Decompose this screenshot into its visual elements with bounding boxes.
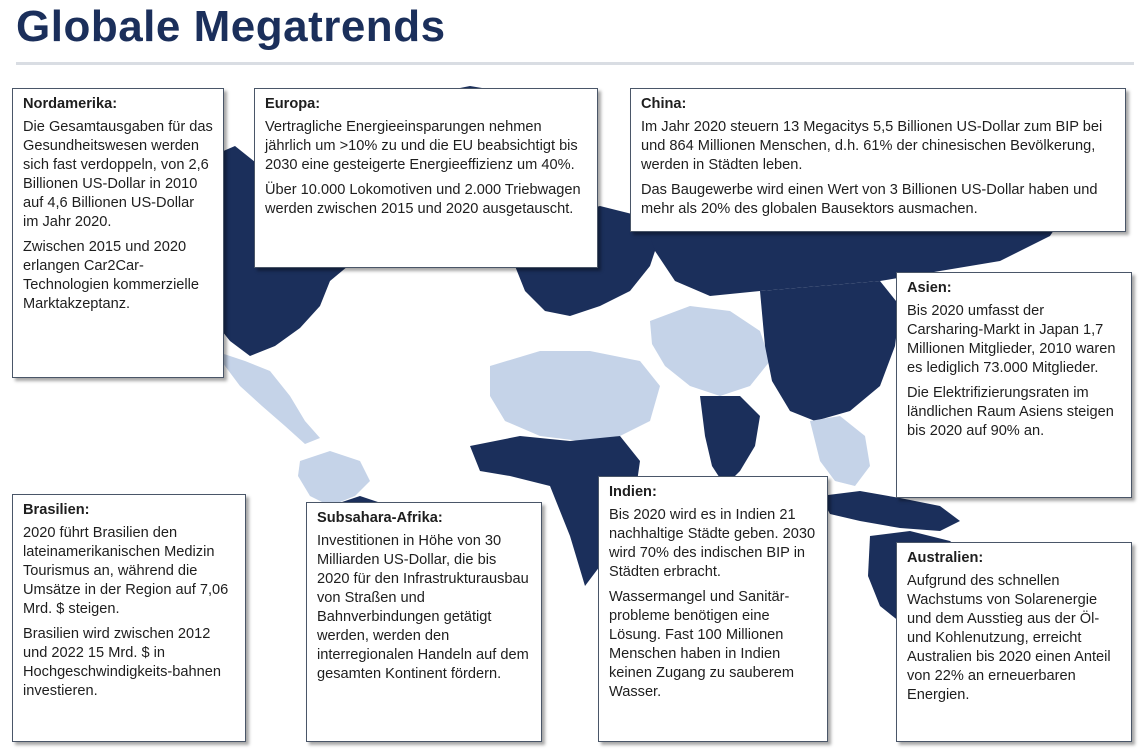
card-heading: Brasilien: xyxy=(23,502,90,518)
southeast-asia-light xyxy=(810,416,870,486)
card-europa: Europa: Vertragliche Energieeinsparungen… xyxy=(254,88,598,268)
card-heading: Indien: xyxy=(609,484,657,500)
card-nordamerika: Nordamerika: Die Gesamtausgaben für das … xyxy=(12,88,224,378)
card-brasilien: Brasilien: 2020 führt Brasilien den late… xyxy=(12,494,246,742)
card-australien: Australien: Aufgrund des schnellen Wachs… xyxy=(896,542,1132,742)
card-text: Aufgrund des schnellen Wachstums von Sol… xyxy=(907,573,1111,703)
title-divider xyxy=(16,62,1134,65)
card-text: Investitionen in Höhe von 30 Milliarden … xyxy=(317,533,529,682)
card-text: Im Jahr 2020 steuern 13 Megacitys 5,5 Bi… xyxy=(641,119,1103,173)
card-text: Wassermangel und Sanitär-probleme benöti… xyxy=(609,589,794,700)
central-america-shape xyxy=(215,351,320,444)
north-africa-light xyxy=(490,351,660,441)
africa-shape xyxy=(470,436,640,586)
card-heading: Asien: xyxy=(907,280,952,296)
card-text: Über 10.000 Lokomotiven und 2.000 Triebw… xyxy=(265,182,581,217)
card-text: Die Gesamtausgaben für das Gesundheitswe… xyxy=(23,119,213,230)
card-asien: Asien: Bis 2020 umfasst der Carsharing-M… xyxy=(896,272,1132,498)
card-text: 2020 führt Brasilien den lateinamerikani… xyxy=(23,525,229,617)
south-america-light xyxy=(298,451,370,506)
card-indien: Indien: Bis 2020 wird es in Indien 21 na… xyxy=(598,476,828,742)
india-shape xyxy=(700,396,760,486)
china-shape xyxy=(760,281,900,421)
central-asia-light xyxy=(650,306,770,396)
card-text: Bis 2020 umfasst der Carsharing-Markt in… xyxy=(907,303,1116,376)
card-china: China: Im Jahr 2020 steuern 13 Megacitys… xyxy=(630,88,1126,232)
card-heading: Australien: xyxy=(907,550,984,566)
page-title: Globale Megatrends xyxy=(16,2,446,51)
card-heading: Europa: xyxy=(265,96,321,112)
card-subsahara: Subsahara-Afrika: Investitionen in Höhe … xyxy=(306,502,542,742)
card-text: Das Baugewerbe wird einen Wert von 3 Bil… xyxy=(641,182,1098,217)
indonesia-shape xyxy=(820,491,960,531)
card-text: Die Elektrifizierungsraten im ländlichen… xyxy=(907,385,1114,439)
card-text: Vertragliche Energieeinsparungen nehmen … xyxy=(265,119,578,173)
card-text: Brasilien wird zwischen 2012 und 2022 15… xyxy=(23,626,221,699)
card-heading: Subsahara-Afrika: xyxy=(317,510,443,526)
card-heading: Nordamerika: xyxy=(23,96,118,112)
card-heading: China: xyxy=(641,96,687,112)
card-text: Zwischen 2015 und 2020 erlangen Car2Car-… xyxy=(23,239,200,312)
card-text: Bis 2020 wird es in Indien 21 nachhaltig… xyxy=(609,507,816,580)
